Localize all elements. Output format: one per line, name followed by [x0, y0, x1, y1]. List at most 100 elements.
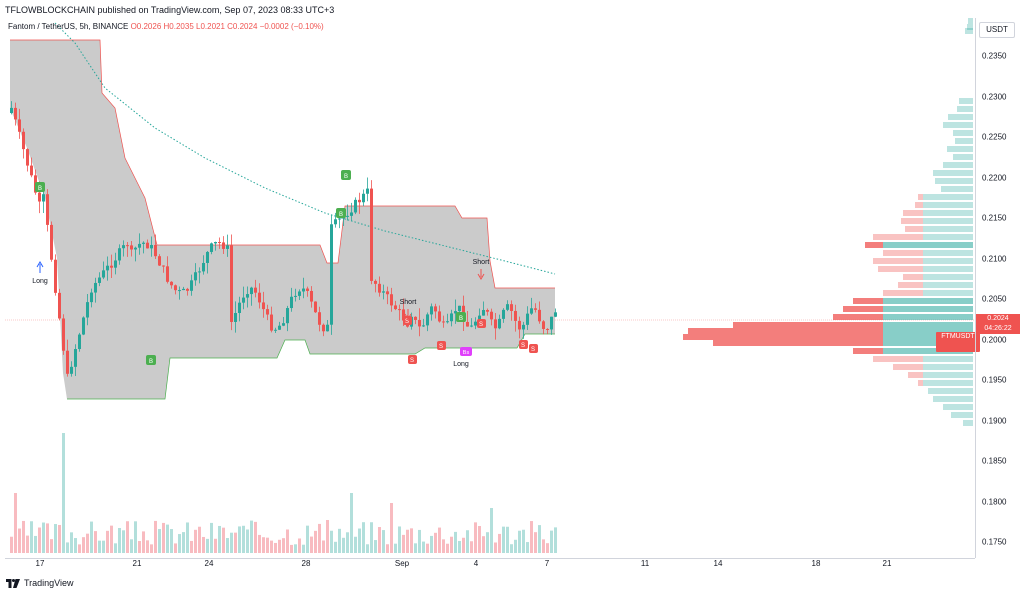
volume-bar	[158, 529, 161, 553]
volume-bar	[86, 533, 89, 553]
candle-body	[114, 260, 117, 268]
symbol-name[interactable]: Fantom / TetherUS, 5h, BINANCE	[8, 22, 129, 31]
volume-bar	[74, 538, 77, 553]
candle-body	[18, 119, 21, 132]
candle-body	[94, 282, 97, 293]
volume-bar	[514, 539, 517, 553]
volume-profile-bar	[953, 130, 973, 136]
volume-bar	[522, 529, 525, 553]
candle-body	[230, 245, 233, 322]
candle-body	[466, 321, 469, 327]
candle-body	[326, 324, 329, 332]
candle-body	[518, 320, 521, 330]
volume-profile-bar	[957, 106, 973, 112]
price-tick-label: 0.1800	[982, 497, 1007, 506]
volume-bar	[554, 527, 557, 553]
candle-body	[346, 215, 349, 217]
volume-bar	[106, 530, 109, 553]
candle-body	[370, 188, 373, 281]
volume-bar	[306, 525, 309, 553]
symbol-legend[interactable]: Fantom / TetherUS, 5h, BINANCE O0.2026 H…	[8, 22, 324, 31]
volume-profile-bar	[959, 98, 973, 104]
volume-bar	[50, 539, 53, 553]
sell-marker: S	[519, 340, 528, 349]
volume-profile-bar	[878, 266, 923, 272]
volume-bar	[462, 537, 465, 553]
volume-bar	[90, 521, 93, 553]
buy-marker: B	[336, 208, 346, 218]
candle-body	[534, 308, 537, 310]
svg-text:S: S	[531, 347, 535, 353]
svg-text:S: S	[439, 344, 443, 350]
volume-bar	[274, 542, 277, 553]
volume-profile-bar	[883, 328, 973, 334]
volume-bar	[362, 522, 365, 553]
volume-bar	[542, 539, 545, 553]
price-tick-label: 0.1950	[982, 375, 1007, 385]
candle-body	[54, 259, 57, 293]
candle-body	[334, 219, 337, 225]
volume-bar	[146, 540, 149, 553]
volume-bar	[282, 538, 285, 553]
time-axis[interactable]: 17 21 24 28 Sep 4 7 11 14 18 21	[5, 558, 975, 577]
candle-body	[42, 194, 45, 202]
sell-marker: S	[403, 316, 412, 325]
candle-body	[394, 305, 397, 310]
volume-bar	[546, 543, 549, 553]
price-tick-label: 0.2000	[982, 335, 1007, 344]
volume-profile-bar	[923, 226, 973, 232]
chart-pane[interactable]: B B B B B S S S	[5, 18, 980, 576]
candle-body	[382, 291, 385, 293]
volume-bar	[338, 528, 341, 553]
price-tick-label: 0.2250	[982, 132, 1007, 142]
volume-profile-bar	[955, 138, 973, 144]
volume-profile-bar	[941, 186, 973, 192]
volume-profile-bar	[915, 202, 923, 208]
volume-bar	[46, 523, 49, 553]
stop-band	[10, 40, 555, 399]
volume-profile-bar	[883, 322, 973, 328]
chart-canvas[interactable]: B B B B B S S S	[5, 18, 975, 558]
svg-text:Short: Short	[473, 259, 490, 266]
volume-bar	[326, 520, 329, 553]
volume-profile-bar	[947, 146, 973, 152]
price-tick-label: 0.1750	[982, 537, 1007, 547]
candle-body	[182, 288, 185, 291]
candle-body	[218, 242, 221, 244]
candle-body	[142, 242, 145, 244]
stop-band-lower	[67, 333, 555, 400]
candle-body	[530, 308, 533, 314]
volume-bar	[322, 540, 325, 553]
volume-bar	[550, 530, 553, 553]
price-axis[interactable]: USDT 0.2350 0.2300 0.2250 0.2200 0.2150 0.210…	[975, 18, 1021, 558]
price-tick-label: 0.2350	[982, 51, 1007, 61]
candle-body	[498, 318, 501, 329]
volume-bars	[10, 433, 557, 553]
volume-profile-bar	[923, 234, 973, 240]
last-price-symbol-tag: FTMUSDT	[936, 332, 980, 352]
candle-body	[438, 311, 441, 322]
candle-body	[90, 292, 93, 303]
candle-body	[362, 193, 365, 203]
volume-bar	[230, 532, 233, 553]
volume-profile-bar	[853, 348, 883, 354]
currency-label[interactable]: USDT	[979, 22, 1015, 38]
volume-profile-bar	[923, 282, 973, 288]
volume-profile-bar	[943, 404, 973, 410]
volume-profile-bar	[943, 162, 973, 168]
volume-bar	[438, 527, 441, 553]
svg-text:Long: Long	[32, 278, 48, 285]
candle-body	[454, 311, 457, 314]
volume-profile	[683, 18, 973, 426]
buy-marker: B	[456, 312, 466, 322]
candle-body	[402, 309, 405, 321]
volume-profile-bar	[883, 348, 973, 354]
volume-bar	[294, 544, 297, 553]
candle-body	[494, 319, 497, 329]
volume-profile-bar	[918, 194, 923, 200]
publish-attribution: TFLOWBLOCKCHAIN published on TradingView…	[5, 5, 335, 15]
volume-bar	[418, 529, 421, 553]
volume-bar	[226, 538, 229, 553]
candle-body	[118, 248, 121, 261]
candle-body	[506, 304, 509, 310]
